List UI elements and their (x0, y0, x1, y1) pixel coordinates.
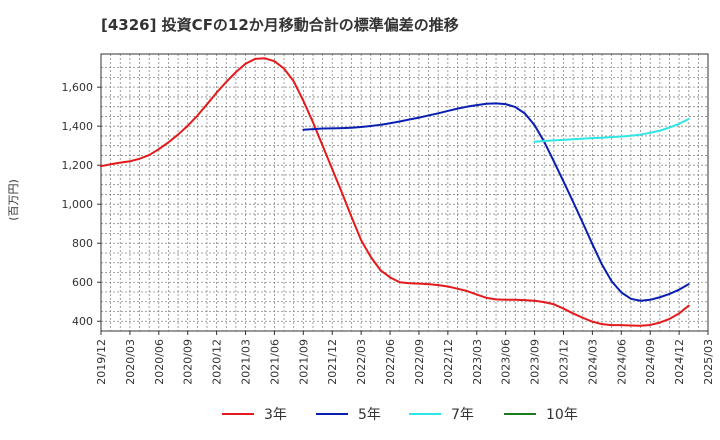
x-tick-label: 2022/03 (355, 339, 368, 385)
x-tick-label: 2022/06 (384, 339, 397, 385)
legend-label: 10年 (546, 407, 578, 423)
chart-title: [4326] 投資CFの12か月移動合計の標準偏差の推移 (101, 16, 459, 34)
x-tick-label: 2020/12 (211, 339, 224, 385)
x-tick-label: 2022/12 (442, 339, 455, 385)
y-ticks: 400 600 800 1,000 1,200 1,400 1,600 (62, 81, 101, 328)
series-line-3 (533, 117, 690, 143)
y-tick-label: 800 (72, 237, 93, 250)
y-tick-label: 600 (72, 276, 93, 289)
series-lines (100, 57, 690, 327)
x-tick-label: 2023/09 (529, 339, 542, 385)
y-tick-label: 1,400 (62, 120, 94, 133)
series-line-2 (302, 102, 690, 302)
series-line-1 (100, 57, 690, 327)
x-tick-label: 2020/03 (124, 339, 137, 385)
x-tick-label: 2023/06 (500, 339, 513, 385)
x-tick-label: 2021/12 (326, 339, 339, 385)
x-tick-label: 2024/12 (673, 339, 686, 385)
y-tick-label: 1,600 (62, 81, 94, 94)
x-tick-label: 2023/03 (471, 339, 484, 385)
x-tick-label: 2024/03 (586, 339, 599, 385)
y-axis-label: (百万円) (7, 179, 20, 221)
x-tick-label: 2025/03 (702, 339, 715, 385)
x-tick-label: 2020/06 (153, 339, 166, 385)
x-tick-label: 2020/09 (182, 339, 195, 385)
x-ticks: 2019/12 2020/03 2020/06 2020/09 2020/12 2021/… (95, 331, 715, 385)
plot-frame (100, 53, 709, 332)
legend: 3年 5年 7年 10年 (222, 407, 578, 423)
x-tick-label: 2024/06 (615, 339, 628, 385)
y-tick-label: 400 (72, 315, 93, 328)
x-tick-label: 2021/03 (240, 339, 253, 385)
x-tick-label: 2022/09 (413, 339, 426, 385)
plot-area (101, 54, 708, 331)
legend-label: 7年 (451, 407, 474, 423)
grid (101, 54, 708, 331)
y-tick-label: 1,000 (62, 198, 94, 211)
legend-label: 3年 (264, 407, 287, 423)
x-tick-label: 2019/12 (95, 339, 108, 385)
x-tick-label: 2023/12 (557, 339, 570, 385)
x-tick-label: 2021/09 (297, 339, 310, 385)
y-tick-label: 1,200 (62, 159, 94, 172)
legend-label: 5年 (358, 407, 381, 423)
x-tick-label: 2024/09 (644, 339, 657, 385)
x-tick-label: 2021/06 (268, 339, 281, 385)
